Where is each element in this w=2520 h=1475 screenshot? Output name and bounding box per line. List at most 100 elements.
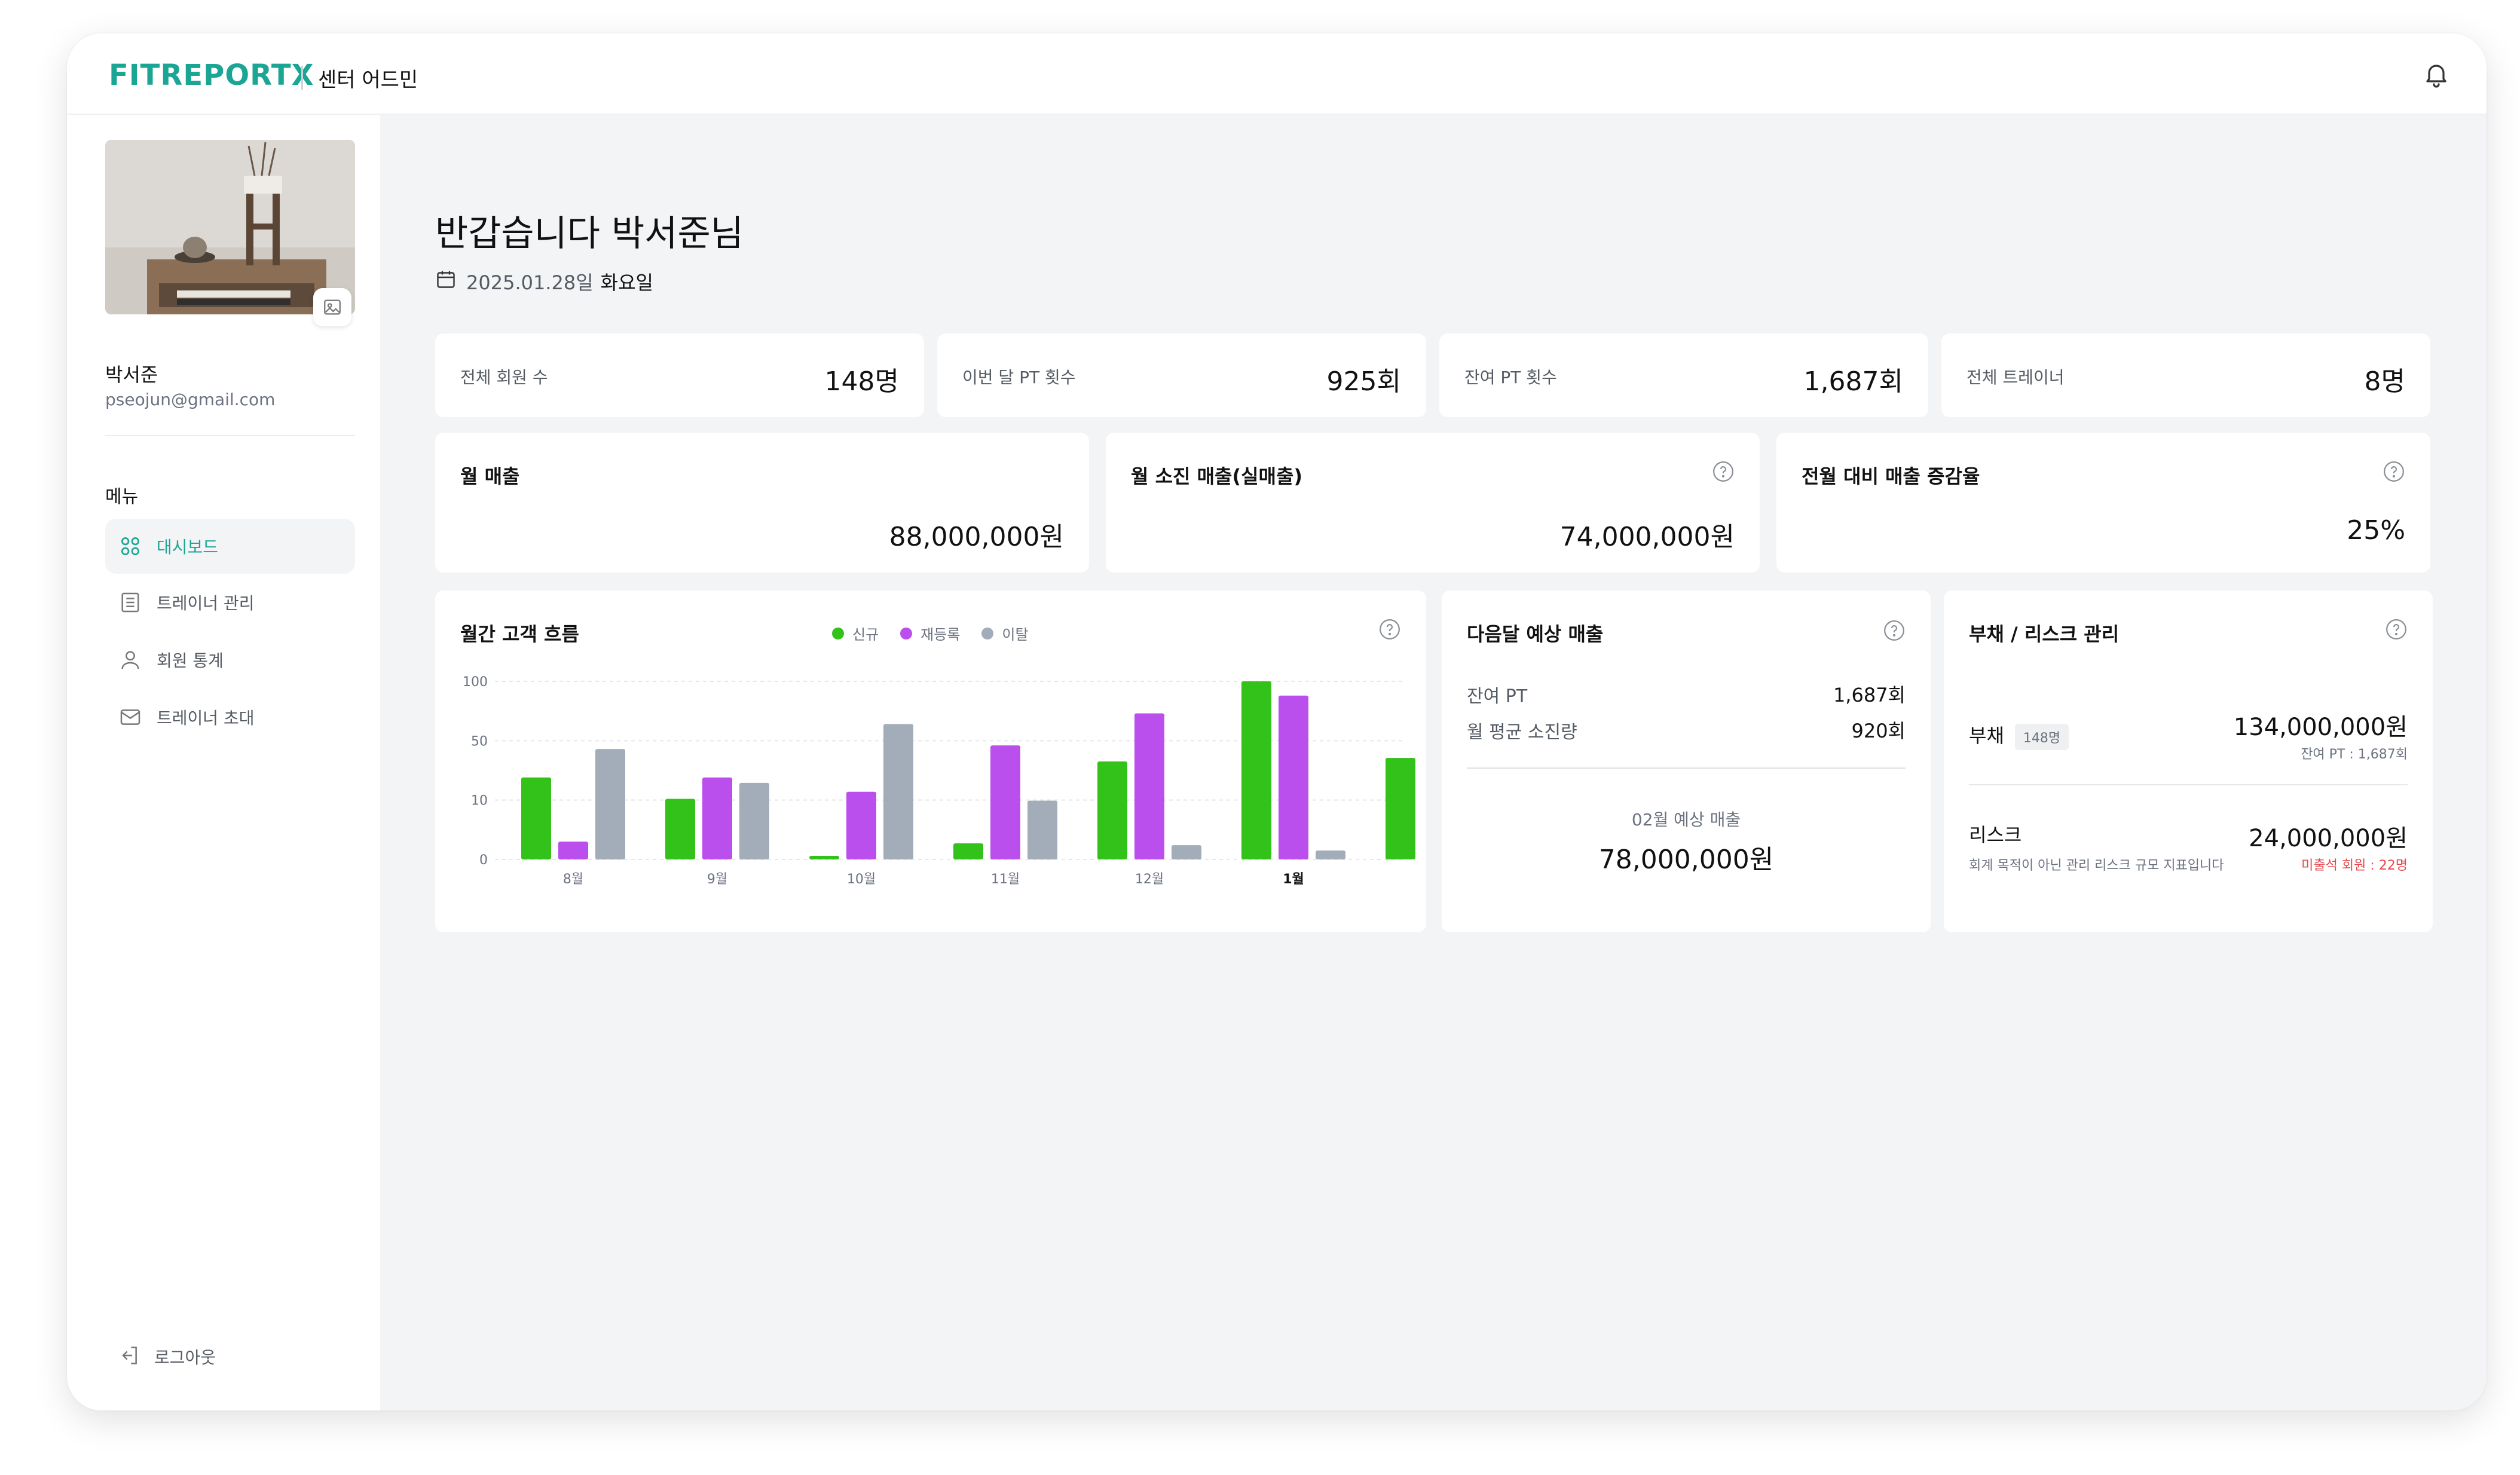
divider [1467, 767, 1906, 769]
help-icon[interactable] [1378, 618, 1401, 641]
forecast-value: 78,000,000원 [1598, 844, 1774, 875]
y-tick-label: 0 [479, 853, 488, 868]
sidebar-divider [105, 435, 355, 436]
y-tick-label: 50 [471, 734, 488, 749]
stat-label: 전체 트레이너 [1967, 368, 2065, 387]
chart-bar-new [953, 843, 983, 859]
x-tick-label: 12월 [1135, 872, 1164, 887]
stat-card-monthly-pt: 이번 달 PT 횟수 925회 [937, 333, 1426, 417]
list-icon [117, 589, 143, 616]
chart-bar-new [809, 856, 839, 859]
chart-bar-reregister [558, 841, 588, 859]
chart-bar-new [521, 777, 551, 859]
logout-button[interactable]: 로그아웃 [117, 1344, 216, 1370]
risk-desc: 회계 목적이 아닌 관리 리스크 규모 지표입니다 [1969, 858, 2224, 873]
chart-bar-reregister [990, 745, 1020, 859]
legend-item-new: 신규 [832, 623, 879, 644]
chart-bar-churn [1316, 850, 1345, 859]
profile-email: pseojun@gmail.com [105, 390, 276, 409]
sidebar-item-dashboard[interactable]: 대시보드 [105, 519, 355, 574]
help-icon[interactable] [1712, 460, 1735, 483]
grid-icon [117, 533, 143, 559]
forecast-card: 다음달 예상 매출 잔여 PT 1,687회 월 평균 소진량 920회 02월… [1442, 590, 1931, 932]
chart-bar-churn [739, 782, 769, 859]
revenue-value: 88,000,000원 [889, 522, 1064, 552]
main-content: 반갑습니다 박서준님 2025.01.28일 화요일 전체 회원 수 148명 … [380, 115, 2487, 1410]
current-weekday: 화요일 [600, 271, 653, 294]
chart-bar-new [665, 798, 695, 859]
chart-bar-reregister [1134, 713, 1164, 859]
x-tick-label: 8월 [563, 872, 583, 887]
debt-value: 134,000,000원 [2233, 714, 2408, 741]
revenue-value: 74,000,000원 [1559, 522, 1735, 552]
page-title: 반갑습니다 박서준님 [435, 213, 744, 255]
legend-label: 신규 [852, 626, 879, 643]
sidebar-item-label: 트레이너 관리 [157, 593, 255, 613]
top-bar: FITREPORTX 센터 어드민 [67, 33, 2487, 115]
x-tick-label: 11월 [991, 872, 1020, 887]
stat-card-remaining-pt: 잔여 PT 횟수 1,687회 [1439, 333, 1928, 417]
chart-bar-new [1386, 758, 1415, 859]
card-title: 월 소진 매출(실매출) [1131, 465, 1303, 488]
help-icon[interactable] [1883, 619, 1906, 642]
forecast-row-label: 잔여 PT [1467, 686, 1528, 707]
revenue-card-growth: 전월 대비 매출 증감율 25% [1776, 433, 2430, 573]
sidebar-item-trainer-invite[interactable]: 트레이너 초대 [105, 690, 355, 745]
forecast-label: 02월 예상 매출 [1631, 810, 1741, 830]
mail-icon [117, 704, 143, 730]
sidebar-item-label: 회원 통계 [157, 651, 224, 671]
calendar-icon [435, 268, 457, 295]
customer-flow-card: 월간 고객 흐름 신규 재등록 이탈 100 50 10 0 8월 9월 10월 11월 12월… [435, 590, 1426, 932]
card-title: 부채 / 리스크 관리 [1969, 623, 2120, 645]
sidebar-item-trainer-management[interactable]: 트레이너 관리 [105, 575, 355, 630]
help-icon[interactable] [2385, 618, 2408, 641]
legend-swatch [832, 627, 844, 639]
stat-label: 전체 회원 수 [460, 368, 548, 387]
current-date: 2025.01.28일 [466, 271, 594, 294]
card-title: 다음달 예상 매출 [1467, 623, 1604, 645]
stat-card-total-trainers: 전체 트레이너 8명 [1941, 333, 2430, 417]
sidebar: 박서준 pseojun@gmail.com 메뉴 대시보드 트레이너 관리 [67, 115, 380, 1410]
debt-sub: 잔여 PT : 1,687회 [2301, 747, 2408, 762]
stat-value: 925회 [1326, 366, 1401, 397]
risk-sub: 미출석 회원 : 22명 [2301, 858, 2408, 873]
y-tick-label: 10 [471, 794, 488, 809]
date-row: 2025.01.28일 화요일 [435, 268, 653, 295]
stat-card-total-members: 전체 회원 수 148명 [435, 333, 924, 417]
menu-title: 메뉴 [105, 486, 139, 507]
change-image-icon[interactable] [313, 288, 351, 326]
help-icon[interactable] [2383, 460, 2405, 483]
forecast-row-value: 1,687회 [1833, 684, 1906, 706]
card-title: 전월 대비 매출 증감율 [1802, 465, 1980, 488]
profile-image [105, 140, 355, 314]
chart-bar-churn [1172, 845, 1201, 859]
revenue-card-consumed: 월 소진 매출(실매출) 74,000,000원 [1106, 433, 1760, 573]
chart-bar-reregister [1279, 695, 1308, 859]
legend-swatch [981, 627, 994, 639]
x-tick-label: 1월 [1283, 872, 1304, 887]
y-tick-label: 100 [463, 675, 488, 690]
legend-item-reregister: 재등록 [900, 623, 960, 644]
app-window: FITREPORTX 센터 어드민 [67, 33, 2487, 1410]
sidebar-item-member-stats[interactable]: 회원 통계 [105, 632, 355, 687]
chart-bar-reregister [846, 791, 876, 859]
x-tick-label: 10월 [847, 872, 876, 887]
sidebar-item-label: 트레이너 초대 [157, 708, 255, 728]
card-title: 월간 고객 흐름 [460, 623, 579, 645]
risk-label: 리스크 [1969, 824, 2022, 846]
chart-bar-churn [595, 749, 625, 859]
profile-name: 박서준 [105, 363, 158, 386]
stat-value: 8명 [2364, 366, 2405, 397]
app-logo[interactable]: FITREPORTX [109, 59, 314, 92]
chart-bar-reregister [702, 777, 732, 859]
bell-icon[interactable] [2422, 60, 2451, 88]
chart-bar-new [1241, 681, 1271, 859]
debt-badge: 148명 [2014, 724, 2069, 750]
stat-value: 1,687회 [1803, 366, 1903, 397]
debt-label: 부채 [1969, 724, 2004, 747]
risk-value: 24,000,000원 [2249, 825, 2408, 852]
logo-divider [301, 66, 303, 90]
risk-card: 부채 / 리스크 관리 부채 148명 134,000,000원 잔여 PT : … [1944, 590, 2433, 932]
revenue-value: 25% [2347, 515, 2405, 546]
